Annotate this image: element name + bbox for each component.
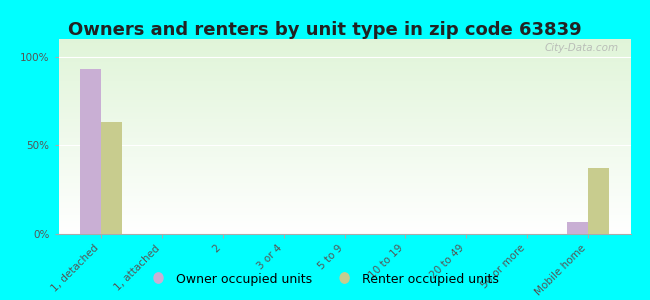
Text: City-Data.com: City-Data.com: [545, 43, 619, 53]
Bar: [567, 222, 588, 234]
Legend: Owner occupied units, Renter occupied units: Owner occupied units, Renter occupied un…: [146, 268, 504, 291]
Bar: [588, 168, 609, 234]
Bar: [80, 69, 101, 234]
Bar: [101, 122, 122, 234]
Text: Owners and renters by unit type in zip code 63839: Owners and renters by unit type in zip c…: [68, 21, 582, 39]
